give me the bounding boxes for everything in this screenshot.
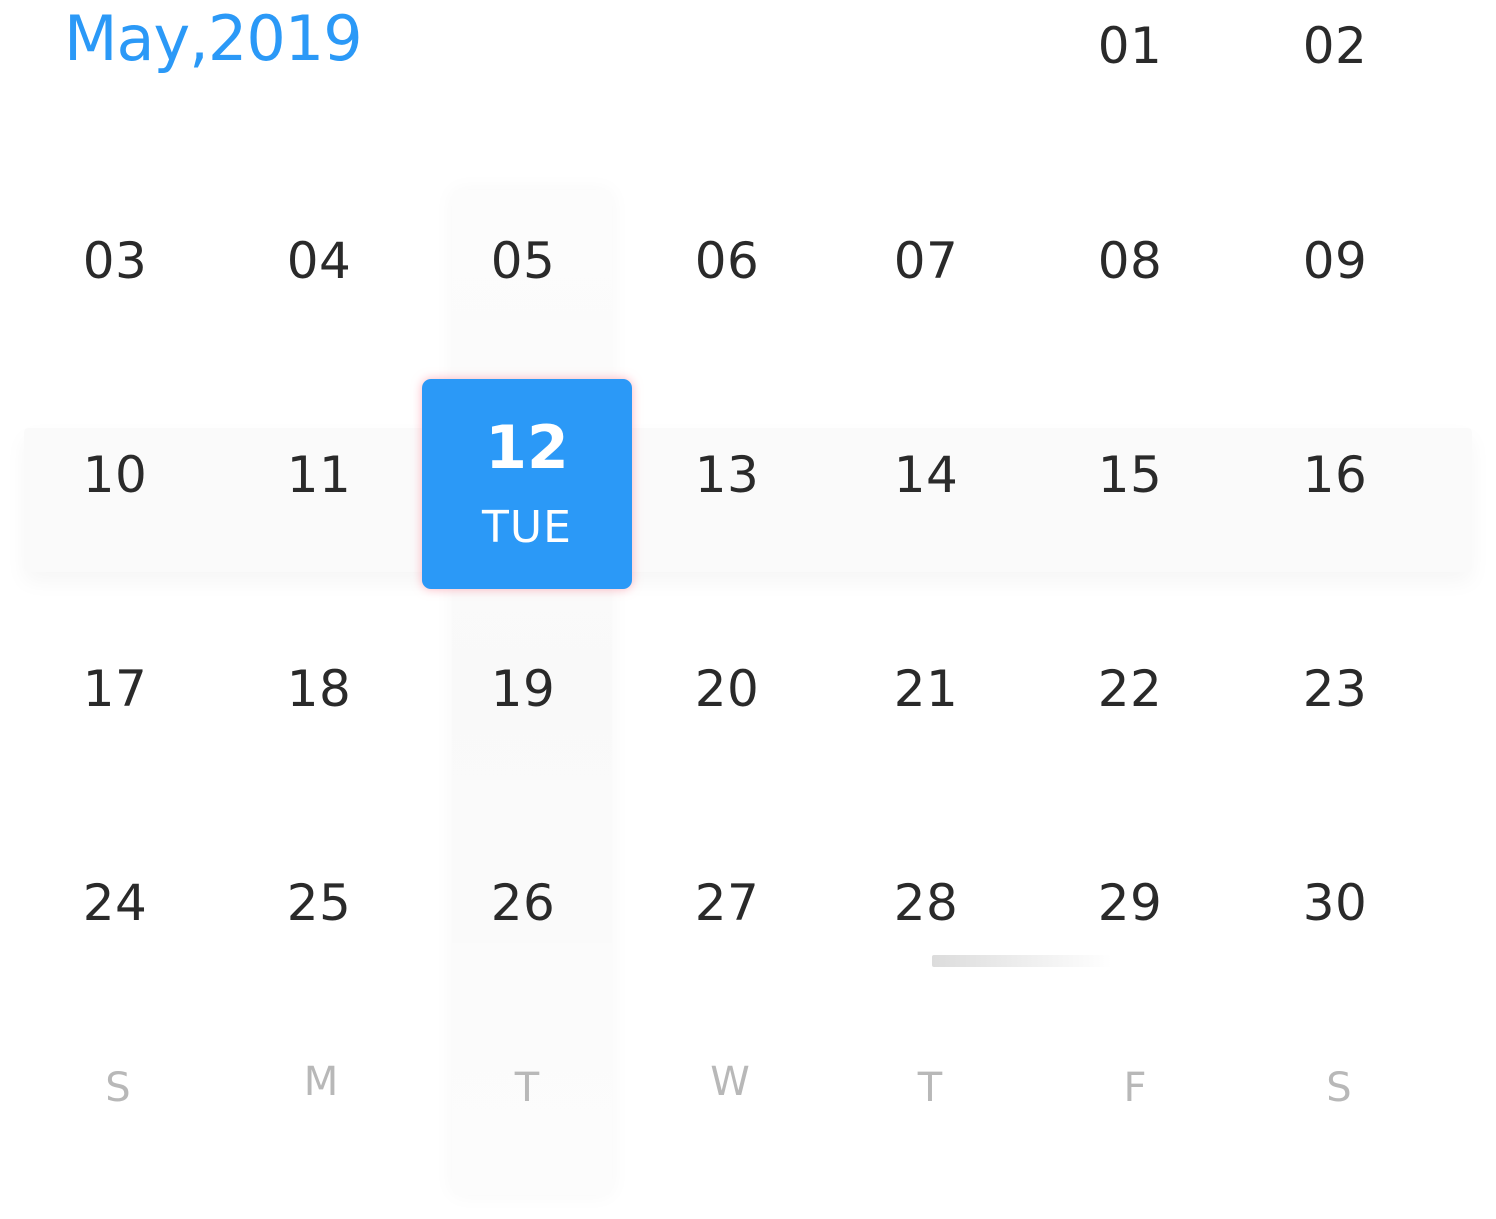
day-cell[interactable]: 04 <box>286 232 352 290</box>
weekday-label: T <box>514 1065 540 1111</box>
weekday-label: F <box>1123 1065 1147 1111</box>
weekday-label: M <box>303 1059 339 1105</box>
day-cell[interactable]: 05 <box>490 232 556 290</box>
day-cell[interactable]: 26 <box>490 874 556 932</box>
day-cell[interactable]: 19 <box>490 660 556 718</box>
selected-day-number: 12 <box>485 413 569 483</box>
day-cell[interactable]: 17 <box>82 660 148 718</box>
column-highlight <box>452 190 612 1195</box>
day-cell[interactable]: 21 <box>893 660 959 718</box>
day-cell[interactable]: 02 <box>1302 17 1368 75</box>
weekday-label: W <box>710 1059 750 1105</box>
day-cell[interactable]: 06 <box>694 232 760 290</box>
weekday-label: S <box>105 1065 131 1111</box>
day-cell[interactable]: 30 <box>1302 874 1368 932</box>
day-cell[interactable]: 15 <box>1097 446 1163 504</box>
day-cell[interactable]: 16 <box>1302 446 1368 504</box>
scroll-indicator <box>932 955 1112 967</box>
day-cell[interactable]: 13 <box>694 446 760 504</box>
day-cell[interactable]: 10 <box>82 446 148 504</box>
day-cell[interactable]: 22 <box>1097 660 1163 718</box>
day-cell[interactable]: 24 <box>82 874 148 932</box>
day-cell[interactable]: 09 <box>1302 232 1368 290</box>
weekday-label: S <box>1326 1065 1352 1111</box>
day-cell[interactable]: 11 <box>286 446 352 504</box>
day-cell[interactable]: 23 <box>1302 660 1368 718</box>
day-cell[interactable]: 08 <box>1097 232 1163 290</box>
day-cell[interactable]: 03 <box>82 232 148 290</box>
selected-day-cell[interactable]: 12 TUE <box>422 379 632 589</box>
day-cell[interactable]: 07 <box>893 232 959 290</box>
day-cell[interactable]: 25 <box>286 874 352 932</box>
month-year-title[interactable]: May,2019 <box>64 2 363 75</box>
day-cell[interactable]: 01 <box>1097 17 1163 75</box>
day-cell[interactable]: 29 <box>1097 874 1163 932</box>
day-cell[interactable]: 18 <box>286 660 352 718</box>
selected-day-weekday: TUE <box>482 502 572 553</box>
day-cell[interactable]: 20 <box>694 660 760 718</box>
weekday-label: T <box>917 1065 943 1111</box>
day-cell[interactable]: 28 <box>893 874 959 932</box>
day-cell[interactable]: 27 <box>694 874 760 932</box>
day-cell[interactable]: 14 <box>893 446 959 504</box>
